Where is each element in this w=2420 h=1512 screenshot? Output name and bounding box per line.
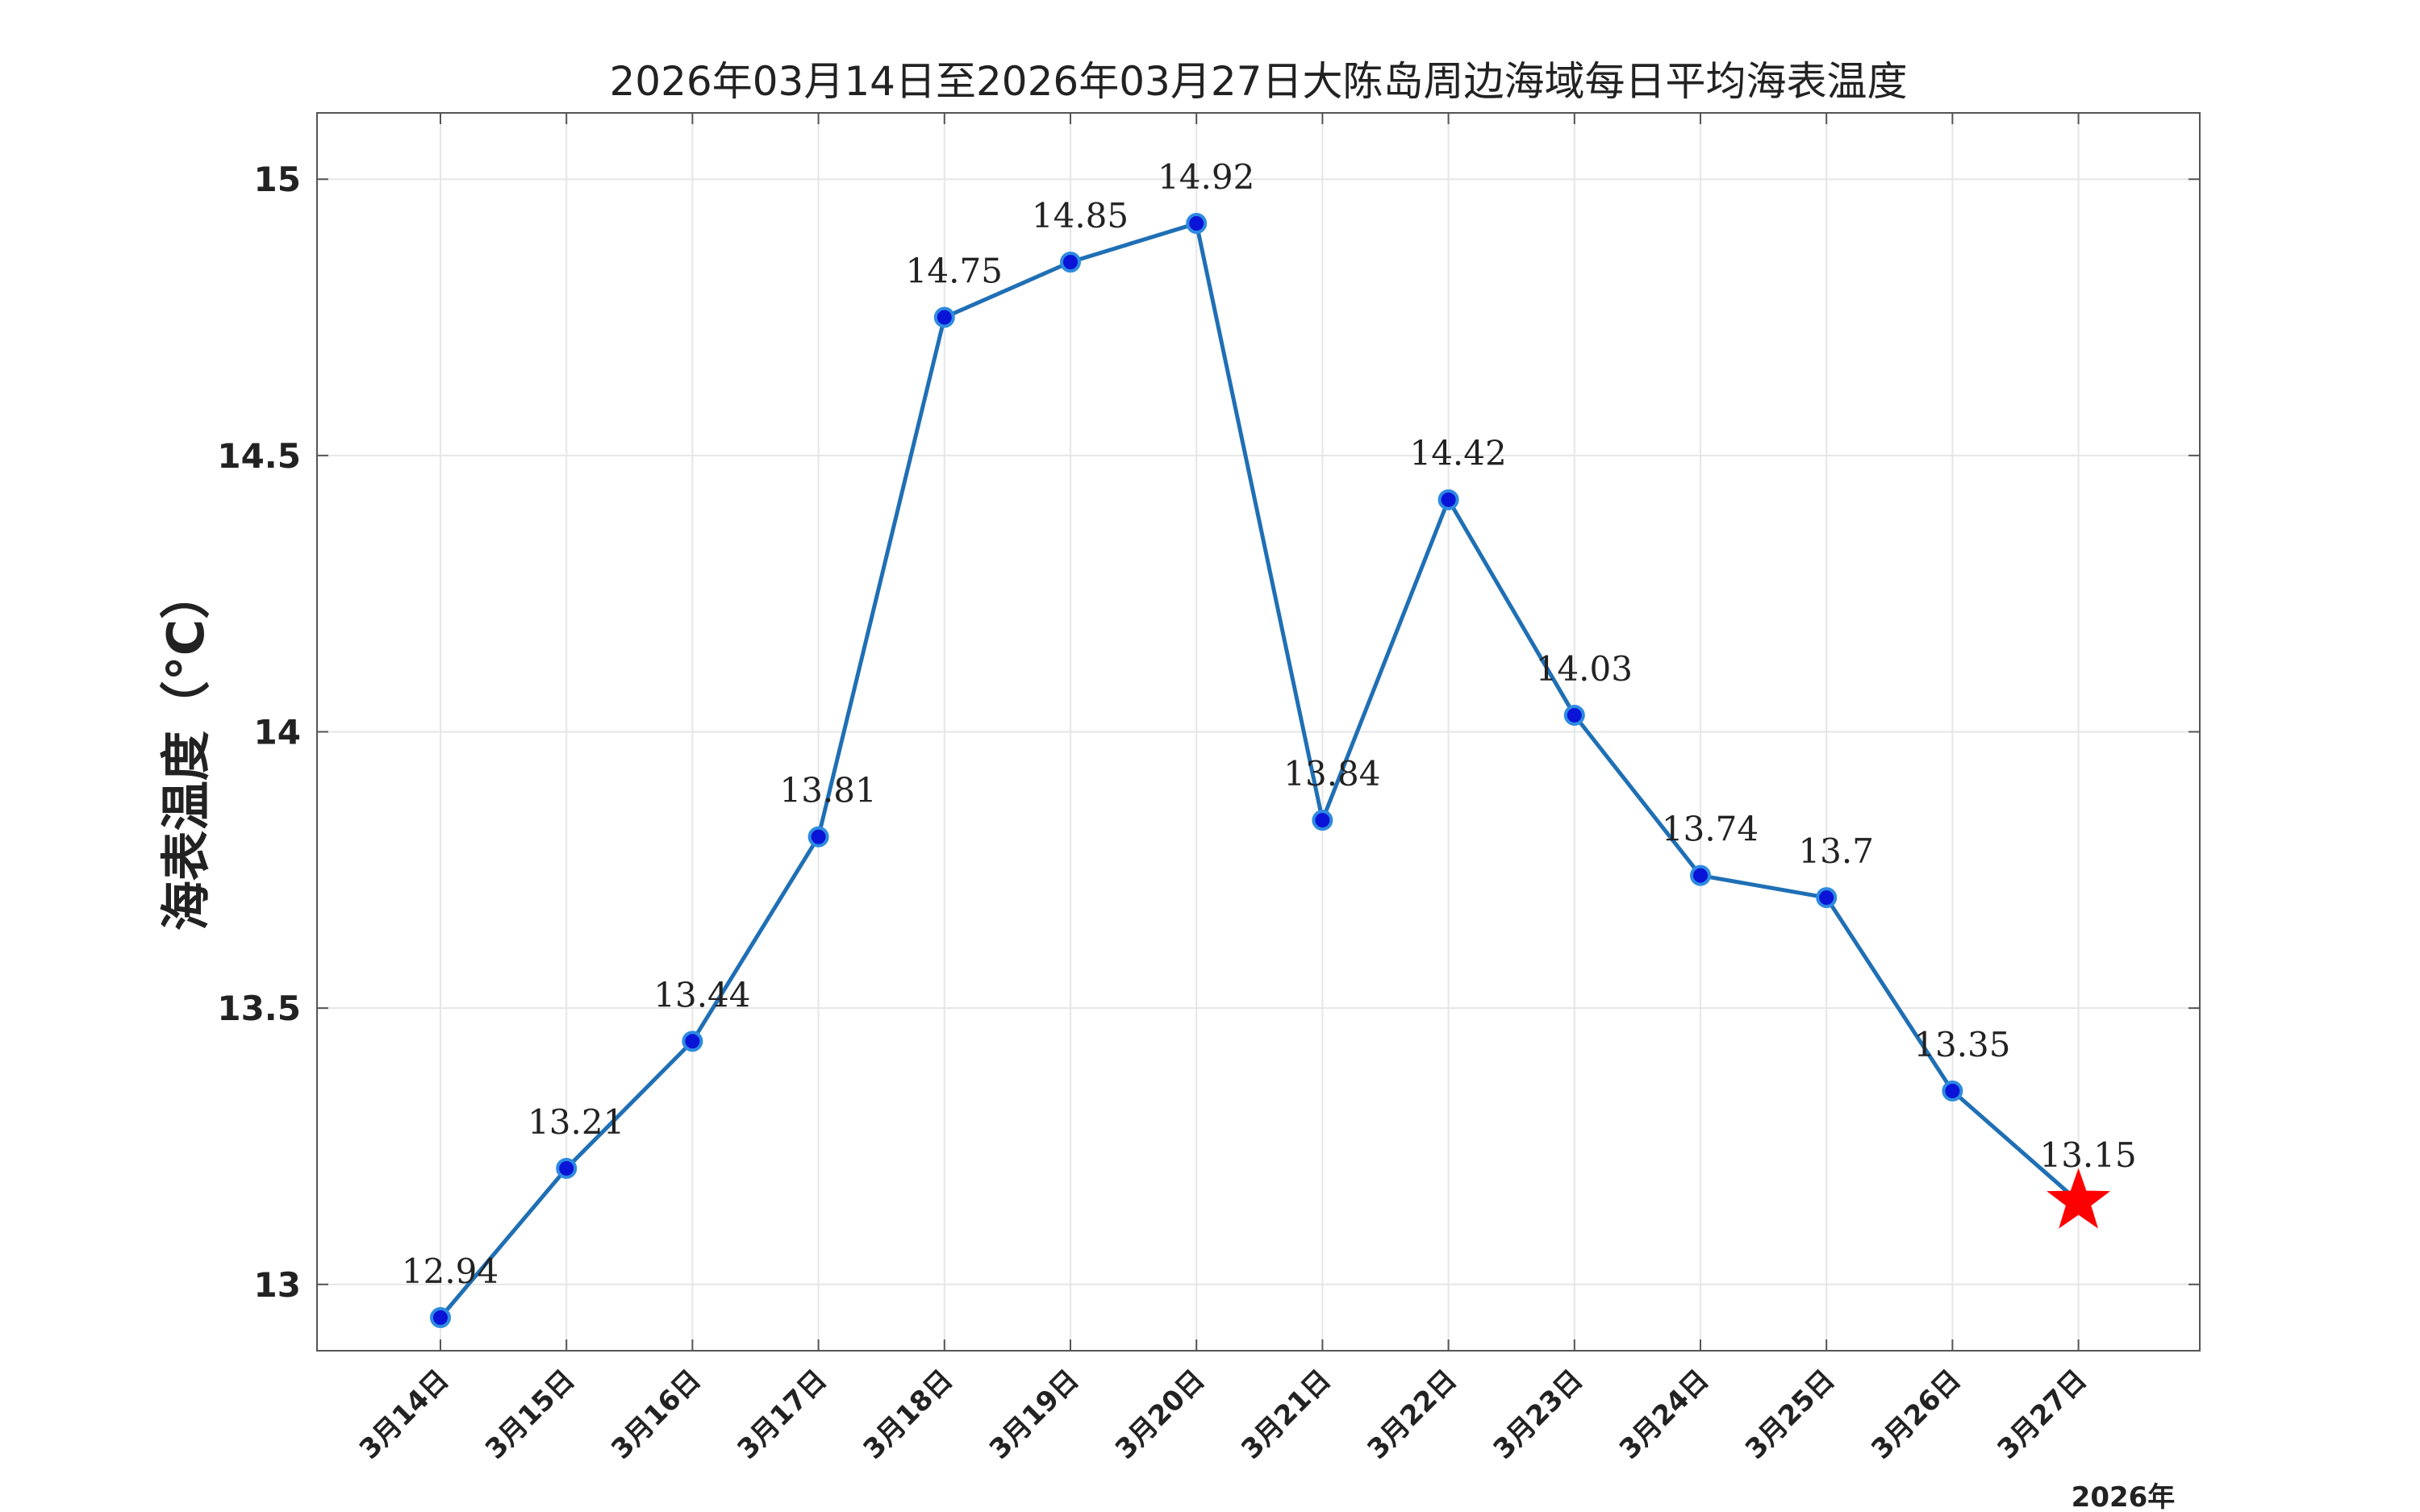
data-point: [1816, 887, 1838, 909]
data-label: 14.42: [1409, 434, 1506, 473]
data-label: 13.35: [1913, 1025, 2010, 1064]
data-point: [1437, 489, 1459, 510]
data-label: 13.21: [528, 1102, 624, 1142]
data-label: 14.75: [906, 252, 1003, 291]
data-label: 13.15: [2039, 1135, 2136, 1175]
series-line: [439, 221, 2080, 1319]
data-point: [430, 1306, 451, 1328]
y-tick-label: 15: [254, 160, 301, 199]
x-axis-year-label: 2026年: [2072, 1481, 2176, 1512]
data-point: [1690, 864, 1711, 886]
data-point: [682, 1031, 703, 1052]
data-point: [1312, 810, 1333, 831]
y-tick-label: 14: [254, 713, 301, 752]
data-label: 13.7: [1798, 831, 1874, 871]
data-point-star: [2047, 1168, 2111, 1229]
data-label: 14.92: [1158, 157, 1254, 197]
data-label: 14.03: [1536, 649, 1633, 689]
data-label: 13.74: [1662, 810, 1759, 849]
series-layer: [430, 213, 2111, 1328]
data-point: [807, 826, 829, 848]
data-point: [933, 306, 955, 328]
y-axis-title: 海表温度（°C）: [156, 569, 215, 931]
tick-layer: [317, 113, 2200, 1351]
data-label: 12.94: [402, 1252, 499, 1291]
chart-title: 2026年03月14日至2026年03月27日大陈岛周边海域每日平均海表温度: [610, 58, 1908, 105]
data-label: 13.44: [653, 975, 750, 1014]
data-point: [1563, 704, 1585, 726]
y-tick-label: 13: [254, 1265, 301, 1305]
y-tick-label: 13.5: [217, 989, 301, 1028]
data-point: [1942, 1080, 1963, 1102]
data-label: 13.84: [1283, 754, 1380, 793]
data-point: [556, 1157, 578, 1179]
data-point: [1186, 213, 1208, 235]
data-label: 13.81: [779, 771, 876, 810]
grid-layer: [317, 113, 2200, 1351]
data-label: 14.85: [1032, 196, 1129, 235]
y-tick-label: 14.5: [217, 436, 301, 476]
data-point: [1060, 252, 1081, 273]
